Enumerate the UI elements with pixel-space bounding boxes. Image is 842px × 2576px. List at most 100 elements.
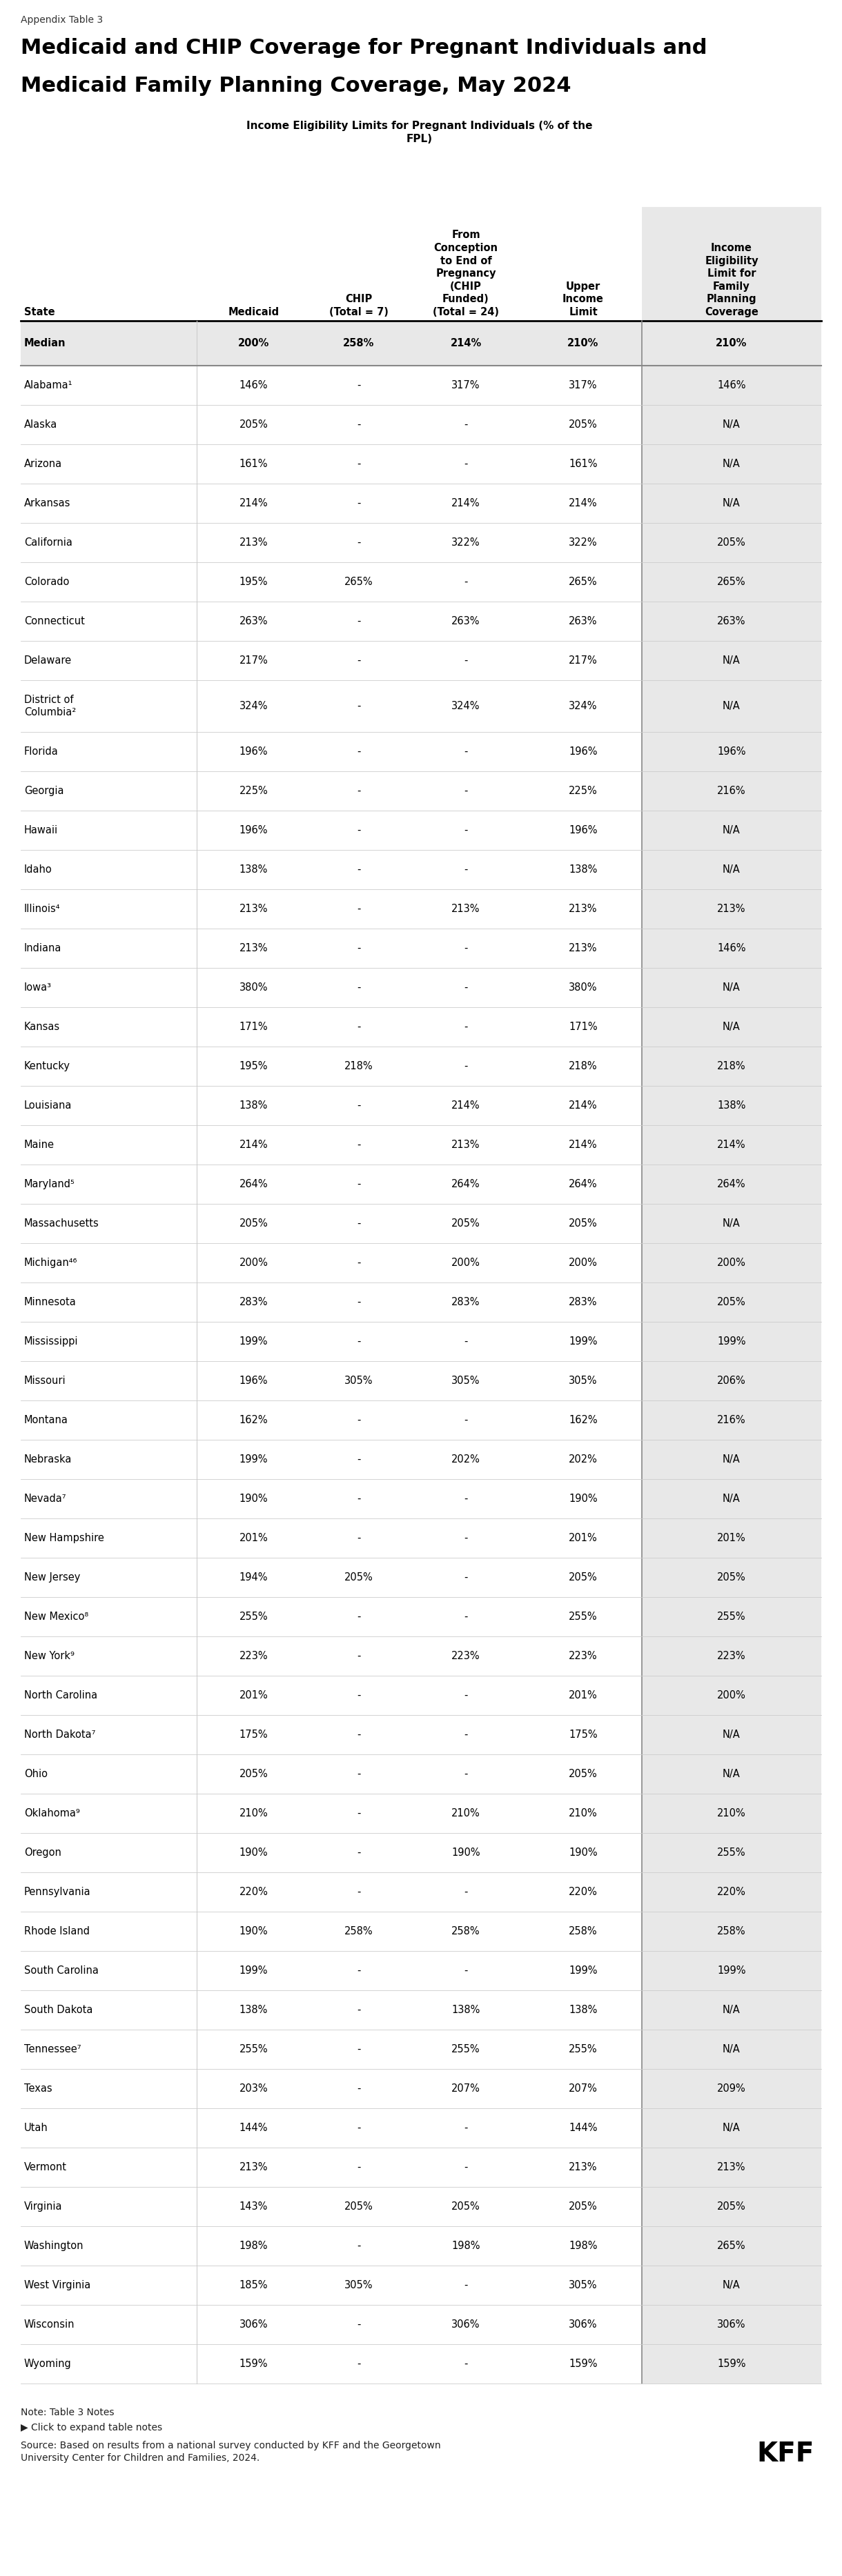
Text: Hawaii: Hawaii: [24, 824, 58, 835]
Text: 201%: 201%: [569, 1690, 598, 1700]
Text: 205%: 205%: [717, 538, 746, 549]
Text: -: -: [464, 1533, 467, 1543]
Text: Nevada⁷: Nevada⁷: [24, 1494, 67, 1504]
Text: 144%: 144%: [569, 2123, 598, 2133]
Text: 214%: 214%: [451, 497, 480, 507]
Text: 223%: 223%: [239, 1651, 268, 1662]
Text: 190%: 190%: [239, 1927, 268, 1937]
Text: Source: Based on results from a national survey conducted by KFF and the Georget: Source: Based on results from a national…: [21, 2442, 440, 2463]
Text: 205%: 205%: [569, 1218, 598, 1229]
Text: 223%: 223%: [717, 1651, 746, 1662]
Text: 305%: 305%: [344, 1376, 373, 1386]
Text: 159%: 159%: [239, 2360, 268, 2370]
Text: 213%: 213%: [451, 1139, 480, 1149]
Text: Iowa³: Iowa³: [24, 981, 51, 992]
Text: Tennessee⁷: Tennessee⁷: [24, 2045, 81, 2056]
Text: Wisconsin: Wisconsin: [24, 2318, 75, 2329]
Text: N/A: N/A: [722, 1023, 740, 1033]
Text: 220%: 220%: [239, 1886, 268, 1896]
Text: -: -: [464, 654, 467, 665]
Text: 196%: 196%: [717, 747, 746, 757]
Text: -: -: [357, 1257, 360, 1267]
Text: 264%: 264%: [569, 1180, 598, 1190]
Text: Illinois⁴: Illinois⁴: [24, 904, 61, 914]
Text: 201%: 201%: [239, 1690, 268, 1700]
Text: 144%: 144%: [239, 2123, 268, 2133]
Text: Maryland⁵: Maryland⁵: [24, 1180, 75, 1190]
Text: 255%: 255%: [569, 2045, 598, 2056]
Text: 199%: 199%: [569, 1965, 598, 1976]
Text: 205%: 205%: [569, 2202, 598, 2213]
Text: -: -: [464, 1061, 467, 1072]
Text: Income
Eligibility
Limit for
Family
Planning
Coverage: Income Eligibility Limit for Family Plan…: [705, 242, 759, 317]
Text: -: -: [357, 2045, 360, 2056]
Text: 258%: 258%: [451, 1927, 480, 1937]
Text: 214%: 214%: [450, 337, 482, 348]
Text: 195%: 195%: [239, 577, 268, 587]
Text: South Carolina: South Carolina: [24, 1965, 99, 1976]
Text: 199%: 199%: [717, 1337, 746, 1347]
Text: 196%: 196%: [239, 747, 268, 757]
Text: 199%: 199%: [239, 1337, 268, 1347]
Text: -: -: [357, 1728, 360, 1739]
Text: 196%: 196%: [569, 824, 598, 835]
Text: New Hampshire: New Hampshire: [24, 1533, 104, 1543]
Text: -: -: [357, 1296, 360, 1306]
Text: Vermont: Vermont: [24, 2161, 67, 2172]
Text: 190%: 190%: [569, 1847, 598, 1857]
Text: Note: Table 3 Notes: Note: Table 3 Notes: [21, 2409, 115, 2416]
Text: South Dakota: South Dakota: [24, 2004, 93, 2014]
Text: Utah: Utah: [24, 2123, 48, 2133]
Text: -: -: [357, 1847, 360, 1857]
Text: 210%: 210%: [716, 337, 747, 348]
Text: -: -: [357, 616, 360, 626]
Text: Ohio: Ohio: [24, 1770, 48, 1780]
Text: Medicaid Family Planning Coverage, May 2024: Medicaid Family Planning Coverage, May 2…: [21, 75, 571, 95]
Text: ▶ Click to expand table notes: ▶ Click to expand table notes: [21, 2424, 163, 2432]
Text: -: -: [464, 981, 467, 992]
Text: 213%: 213%: [569, 943, 598, 953]
Text: Minnesota: Minnesota: [24, 1296, 77, 1306]
Text: 317%: 317%: [451, 381, 480, 392]
Text: 258%: 258%: [717, 1927, 746, 1937]
Text: Appendix Table 3: Appendix Table 3: [21, 15, 103, 26]
Text: -: -: [357, 943, 360, 953]
Text: 138%: 138%: [239, 2004, 268, 2014]
Text: 205%: 205%: [569, 1571, 598, 1582]
Text: -: -: [357, 420, 360, 430]
Text: 205%: 205%: [344, 2202, 373, 2213]
Text: 205%: 205%: [717, 1571, 746, 1582]
Text: 255%: 255%: [569, 1613, 598, 1623]
Text: 218%: 218%: [569, 1061, 598, 1072]
Text: Upper
Income
Limit: Upper Income Limit: [562, 281, 604, 317]
Text: -: -: [357, 824, 360, 835]
Text: New Mexico⁸: New Mexico⁸: [24, 1613, 88, 1623]
Text: 190%: 190%: [239, 1847, 268, 1857]
Text: 214%: 214%: [569, 1100, 598, 1110]
Text: 324%: 324%: [569, 701, 598, 711]
Text: 264%: 264%: [239, 1180, 268, 1190]
Text: 175%: 175%: [239, 1728, 268, 1739]
Text: 200%: 200%: [717, 1257, 746, 1267]
Text: 202%: 202%: [451, 1455, 480, 1466]
Text: -: -: [464, 1613, 467, 1623]
Text: 305%: 305%: [569, 2280, 598, 2290]
Text: 220%: 220%: [568, 1886, 598, 1896]
Text: 283%: 283%: [239, 1296, 268, 1306]
Text: 258%: 258%: [344, 1927, 373, 1937]
Text: 213%: 213%: [239, 943, 268, 953]
Text: -: -: [464, 786, 467, 796]
Text: 213%: 213%: [717, 2161, 746, 2172]
Text: 324%: 324%: [451, 701, 480, 711]
Text: Maine: Maine: [24, 1139, 55, 1149]
Text: 190%: 190%: [451, 1847, 480, 1857]
Text: Montana: Montana: [24, 1414, 68, 1425]
Text: 199%: 199%: [569, 1337, 598, 1347]
Text: -: -: [357, 1180, 360, 1190]
Text: 214%: 214%: [239, 1139, 268, 1149]
Text: N/A: N/A: [722, 981, 740, 992]
Text: Idaho: Idaho: [24, 866, 52, 876]
Text: North Dakota⁷: North Dakota⁷: [24, 1728, 96, 1739]
Text: N/A: N/A: [722, 1728, 740, 1739]
Text: 162%: 162%: [569, 1414, 598, 1425]
